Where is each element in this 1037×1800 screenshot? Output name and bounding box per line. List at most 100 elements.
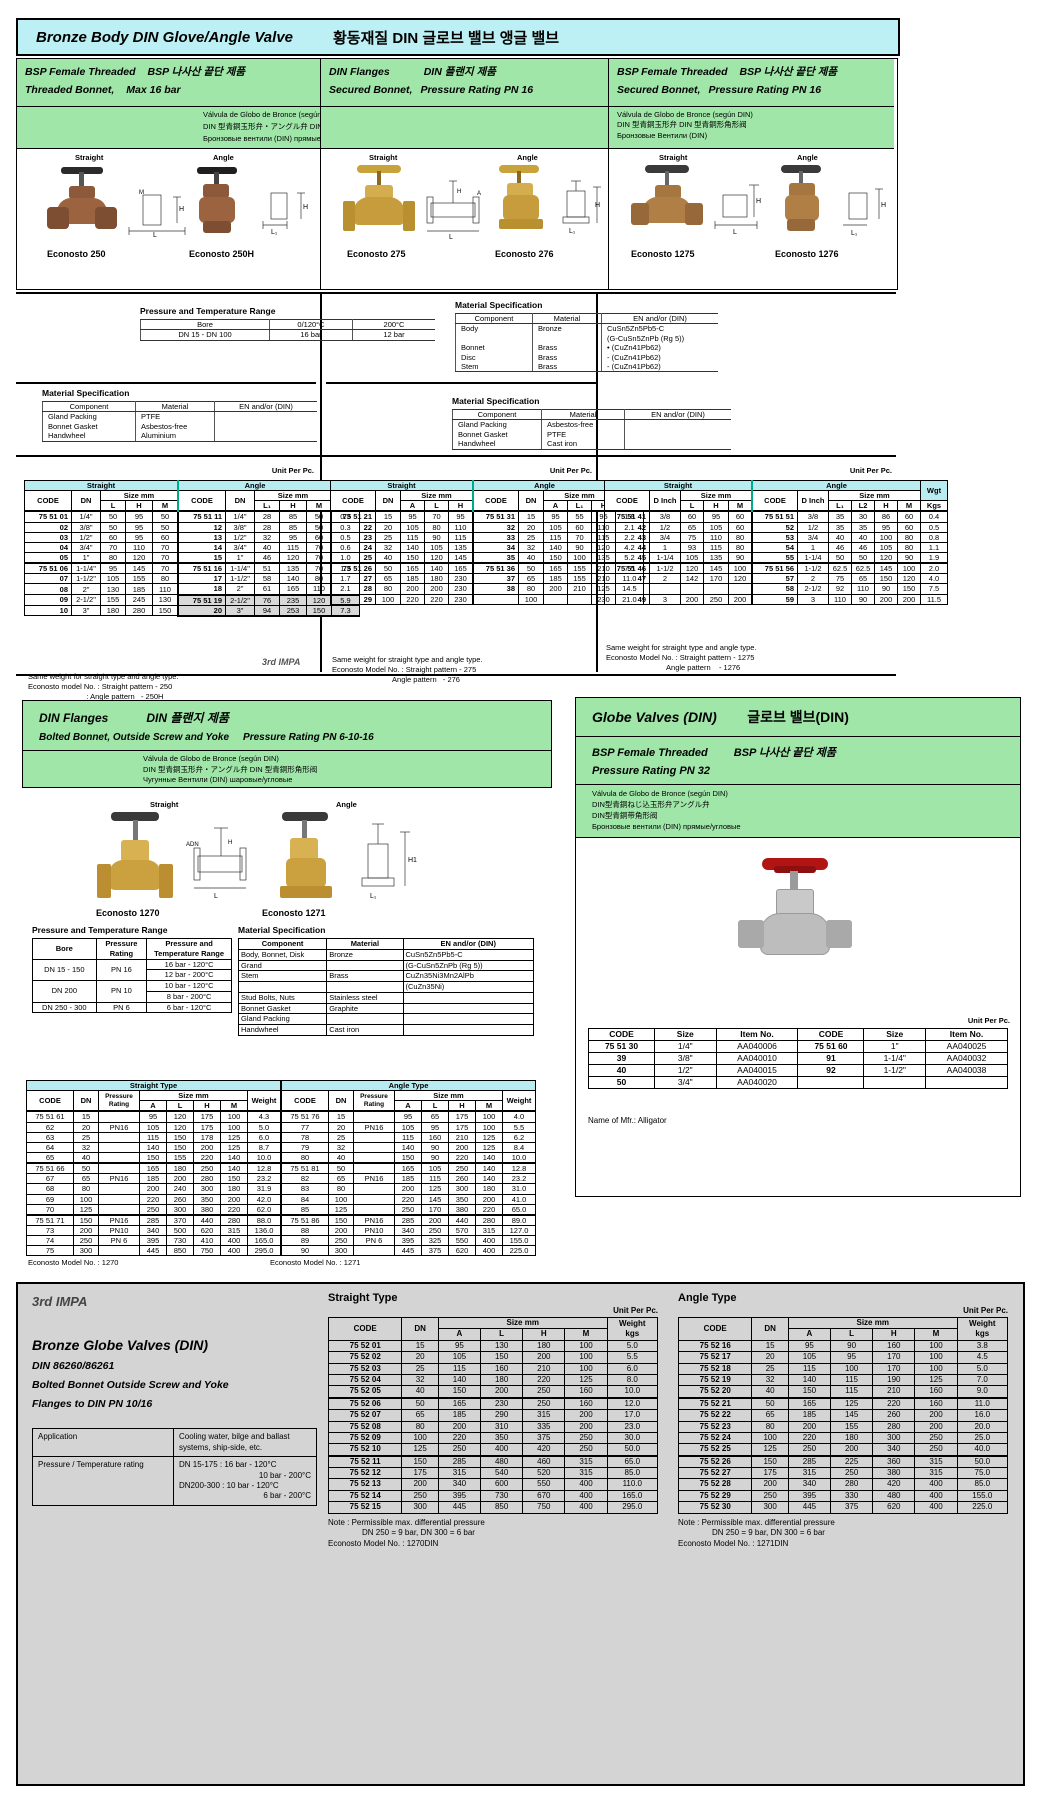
unit-label-1-wrap: Unit Per Pc. bbox=[24, 466, 314, 475]
table-row: 75 51 26 bbox=[330, 562, 376, 575]
table-row: 27 bbox=[330, 573, 376, 585]
table-row: 75 52 17 20 105 95 170 100 4.5 bbox=[677, 1351, 1009, 1364]
t1-a-dn: DN bbox=[225, 490, 255, 512]
mat-mid-top-title: Material Specification bbox=[455, 300, 543, 310]
table-4-note-angle: Econosto Model No. : 1271 bbox=[270, 1258, 361, 1267]
table-row: 43 bbox=[604, 531, 650, 543]
valve-image-globe bbox=[736, 858, 856, 1008]
valve-image-1270 bbox=[95, 812, 175, 908]
table-row: 75 52 04 32 140 180 220 125 8.0 bbox=[327, 1373, 659, 1387]
ml-r1c1: Asbestos-free bbox=[135, 421, 215, 432]
panel-3-sub-line-2: DIN 型青銅玉形弁 DIN 型青銅形角形阀 bbox=[617, 120, 747, 130]
impa-line3: Flanges to DIN PN 10/16 bbox=[32, 1397, 153, 1410]
valve-image-276 bbox=[489, 165, 551, 243]
table-row: 75 51 71 150 PN16 285 370 440 280 88.0 75 51 86 1… bbox=[26, 1214, 536, 1226]
dimension-drawing-1271: H1 L₁ bbox=[352, 818, 428, 909]
svg-text:H: H bbox=[303, 204, 308, 211]
impa-left: 3rd IMPA Bronze Globe Valves (DIN) DIN 8… bbox=[32, 1294, 322, 1506]
table-row: 45 bbox=[604, 552, 650, 564]
table-row: 75 52 02 20 105 150 200 100 5.5 bbox=[327, 1351, 659, 1364]
table-row: 09 bbox=[24, 594, 72, 606]
panel2-sub-line-1: Válvula de Globo de Bronce (según DIN) bbox=[143, 754, 279, 763]
table-row: 75 52 14 250 395 730 670 400 165.0 bbox=[327, 1489, 659, 1503]
t2-angle-label: Angle bbox=[472, 479, 616, 492]
t3-weight-label: Wgt bbox=[920, 479, 948, 502]
table-row bbox=[604, 583, 650, 595]
table-row: 70 125 250 300 380 220 62.0 85 125 250 170 380 220 65… bbox=[26, 1203, 536, 1216]
t1-s-l: L bbox=[100, 500, 126, 512]
mmb-col-0: Component bbox=[452, 408, 542, 421]
valve-name-276: Econosto 276 bbox=[495, 249, 554, 259]
valve-image-275 bbox=[341, 165, 415, 243]
panel-1-sub-block: Válvula de Globo de Bronce (según DIN) D… bbox=[17, 107, 377, 149]
t1-a-l1: L₁ bbox=[254, 500, 280, 512]
table-row: 75 51 41 bbox=[604, 510, 650, 523]
table-row: 75 52 28 200 340 280 420 400 85.0 bbox=[677, 1478, 1009, 1491]
panel-sub-line-3: Бронзовые вентили (DIN) прямые/угловые bbox=[203, 134, 352, 143]
table-row: 64 32 140 150 200 125 8.7 79 32 140 90 200 125 8.4 bbox=[26, 1141, 536, 1153]
svg-text:ADN: ADN bbox=[186, 842, 199, 848]
panel-2-sub-a: Secured Bonnet, bbox=[329, 84, 413, 96]
table-row: 04 bbox=[24, 541, 72, 553]
ptr1-row-2: 12 bar bbox=[352, 329, 435, 341]
table-row: 75 52 06 50 165 230 250 160 12.0 bbox=[327, 1396, 659, 1411]
table-row: 50 bbox=[588, 1076, 655, 1090]
label-straight-2: Straight bbox=[369, 153, 398, 162]
valve-name-1271: Econosto 1271 bbox=[262, 908, 326, 918]
panel2-title-en: DIN Flanges bbox=[39, 711, 109, 725]
label-straight-1270: Straight bbox=[150, 800, 179, 809]
label-angle-1271: Angle bbox=[336, 800, 357, 809]
valve-name-250h: Econosto 250H bbox=[189, 249, 255, 259]
globe-desc-3: Бронзовые вентили (DIN) прямые/угловые bbox=[592, 821, 741, 831]
mmt-r1c2: (G-CuSn5ZnPb (Rg 5)) bbox=[601, 333, 718, 344]
mmt-r1c0 bbox=[455, 333, 533, 344]
table-row: 49 bbox=[604, 593, 650, 605]
globe-mfr: Name of Mfr.: Alligator bbox=[588, 1116, 667, 1125]
globe-rating: Pressure Rating PN 32 bbox=[592, 765, 710, 777]
t1-a-code: CODE bbox=[177, 490, 226, 512]
mmt-col-2: EN and/or (DIN) bbox=[601, 312, 718, 325]
table-row: Stem bbox=[237, 970, 328, 982]
panel-2-sub-b: Pressure Rating PN 16 bbox=[420, 84, 534, 96]
impa-straight-block: Straight Type Unit Per Pc. CODE DN Size mm… bbox=[327, 1292, 659, 1549]
table-row: 74 250 PN 6 395 730 410 400 165.0 89 250 PN 6 395 32… bbox=[26, 1235, 536, 1247]
mmb-col-1: Material bbox=[541, 408, 625, 421]
valve-name-1275: Econosto 1275 bbox=[631, 249, 695, 259]
panel-2-title-kr: DIN 플랜지 제품 bbox=[423, 66, 496, 78]
impa-app-value: Cooling water, bilge and ballast systems… bbox=[173, 1428, 317, 1458]
table-row: 75 52 21 50 165 125 220 160 11.0 bbox=[677, 1396, 1009, 1411]
svg-text:L: L bbox=[449, 234, 453, 241]
table-row: 10 bbox=[24, 604, 72, 617]
mmt-r2c0: Bonnet bbox=[455, 343, 533, 353]
mmb-r0c0: Gland Packing bbox=[452, 419, 542, 430]
t1-s-code: CODE bbox=[24, 490, 72, 512]
mmb-r2c0: Handwheel bbox=[452, 439, 542, 450]
table-row: 44 bbox=[604, 541, 650, 553]
label-angle-3: Angle bbox=[797, 153, 818, 162]
panel-1-sub-a: Threaded Bonnet, bbox=[25, 84, 115, 96]
valve-image-1271 bbox=[268, 812, 344, 908]
panel-sub-line-2: DIN 型青銅玉形弁・アングル弁 DIN 型青銅形角形阀 bbox=[203, 122, 378, 131]
header-title-kr: 황동재질 DIN 글로브 밸브 앵글 밸브 bbox=[333, 29, 560, 47]
impa-app-label: Application bbox=[32, 1428, 174, 1458]
pressure-temp-range-1: Pressure and Temperature Range Bore 0/12… bbox=[140, 306, 435, 341]
mmt-r3c1: Brass bbox=[532, 352, 602, 362]
table-row: 75 51 61 15 95 120 175 100 4.3 75 51 76 15 95 65 17… bbox=[26, 1110, 536, 1123]
ptr1-row-1: 16 bar bbox=[269, 329, 353, 341]
panel-threaded-bonnet: BSP Female Threaded BSP 나사산 끝단 제품 Threade… bbox=[17, 59, 377, 289]
table-row: 63 25 115 150 178 125 6.0 78 25 115 160 210 125 6.2 bbox=[26, 1131, 536, 1143]
svg-text:L₁: L₁ bbox=[370, 893, 377, 900]
mmb-r1c1: PTFE bbox=[541, 429, 625, 440]
t1-note-2: : Angle pattern - 250H bbox=[28, 692, 164, 702]
svg-text:L: L bbox=[153, 232, 157, 239]
impa-tag: 3rd IMPA bbox=[32, 1294, 88, 1309]
table-row: 75 52 25 125 250 200 340 250 40.0 bbox=[677, 1443, 1009, 1457]
panel2-sub-line-2: DIN 型青銅玉形弁・アングル弁 DIN 型青銅形角形阀 bbox=[143, 764, 318, 774]
label-angle-1: Angle bbox=[213, 153, 234, 162]
panel-sub-line-1: Válvula de Globo de Bronce (según DIN) bbox=[203, 110, 339, 119]
unit-label-2-wrap: Unit Per Pc. bbox=[330, 466, 592, 475]
table-row: 65 40 150 155 220 140 10.0 80 40 150 90 220 140 10.0 bbox=[26, 1152, 536, 1164]
table-row: 75 52 29 250 395 330 480 400 155.0 bbox=[677, 1489, 1009, 1503]
table-row: 75 52 11 150 285 480 460 315 65.0 bbox=[327, 1454, 659, 1469]
